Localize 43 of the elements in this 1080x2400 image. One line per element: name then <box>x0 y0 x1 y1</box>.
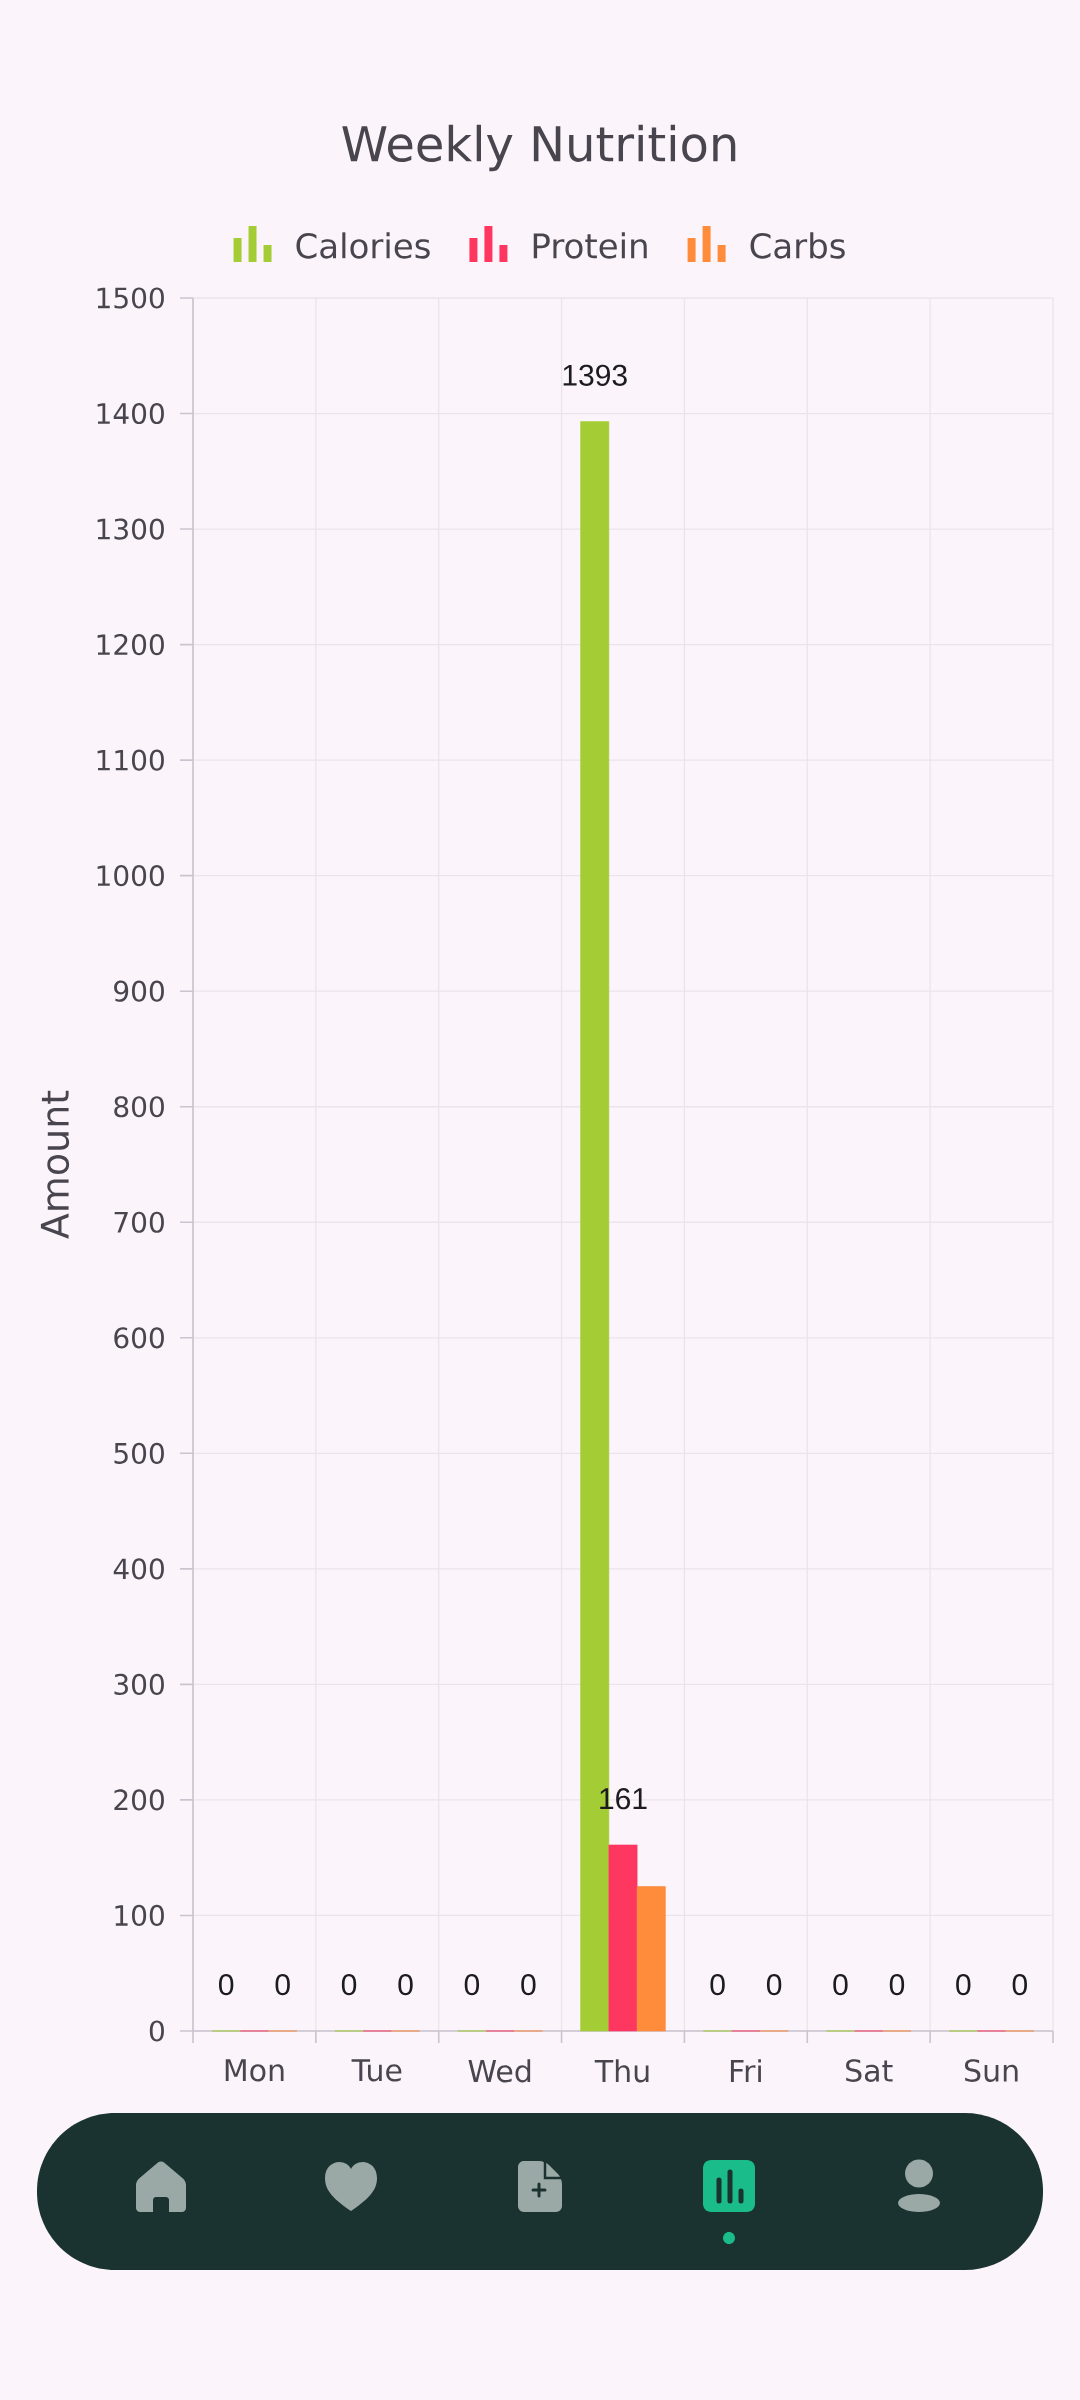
y-tick-label: 1300 <box>97 518 164 540</box>
y-tick-label: 0 <box>149 2020 164 2042</box>
data-label: 0 <box>1012 1974 1027 1996</box>
x-tick-label: Tue <box>351 2059 402 2082</box>
data-label: 0 <box>398 1974 413 1996</box>
x-tick-label: Fri <box>730 2059 761 2082</box>
legend-label: Calories <box>296 232 430 259</box>
y-tick-label: 600 <box>114 1327 164 1349</box>
x-tick-label: Sat <box>846 2059 893 2082</box>
legend-label: Protein <box>533 232 647 259</box>
data-label: 0 <box>889 1974 905 1996</box>
bar <box>636 1886 666 2032</box>
x-tick-label: Sun <box>965 2059 1018 2082</box>
y-tick-label: 800 <box>114 1096 164 1118</box>
y-tick-label: 1000 <box>97 865 164 887</box>
chart-title: Weekly Nutrition <box>342 124 736 172</box>
y-tick-label: 1200 <box>97 634 164 656</box>
x-tick-label: Mon <box>225 2059 284 2082</box>
y-tick-label: 400 <box>113 1558 164 1580</box>
data-label: 0 <box>766 1974 782 1996</box>
data-label: 0 <box>275 1974 290 1996</box>
data-label: 1393 <box>563 364 627 386</box>
y-axis-title: Amount <box>40 1090 70 1239</box>
y-tick-label: 300 <box>114 1673 164 1695</box>
data-label: 0 <box>956 1974 971 1996</box>
data-label: 0 <box>833 1974 848 1996</box>
y-tick-label: 200 <box>114 1789 164 1811</box>
bar <box>608 1844 638 2032</box>
x-tick-label: Thu <box>594 2059 649 2083</box>
y-tick-label: 1400 <box>97 402 164 425</box>
y-tick-label: 1500 <box>97 287 164 309</box>
y-tick-label: 500 <box>114 1442 164 1464</box>
data-label: 0 <box>521 1974 536 1996</box>
data-label: 0 <box>341 1974 357 1996</box>
y-tick-label: 1100 <box>97 749 164 771</box>
legend-label: Carbs <box>750 232 845 259</box>
data-label: 0 <box>710 1974 725 1996</box>
data-label: 0 <box>464 1974 480 1996</box>
y-tick-label: 100 <box>115 1904 164 1927</box>
y-tick-label: 700 <box>114 1211 164 1233</box>
data-label: 0 <box>219 1974 234 1996</box>
x-tick-label: Wed <box>468 2059 531 2083</box>
y-tick-label: 900 <box>114 980 164 1002</box>
